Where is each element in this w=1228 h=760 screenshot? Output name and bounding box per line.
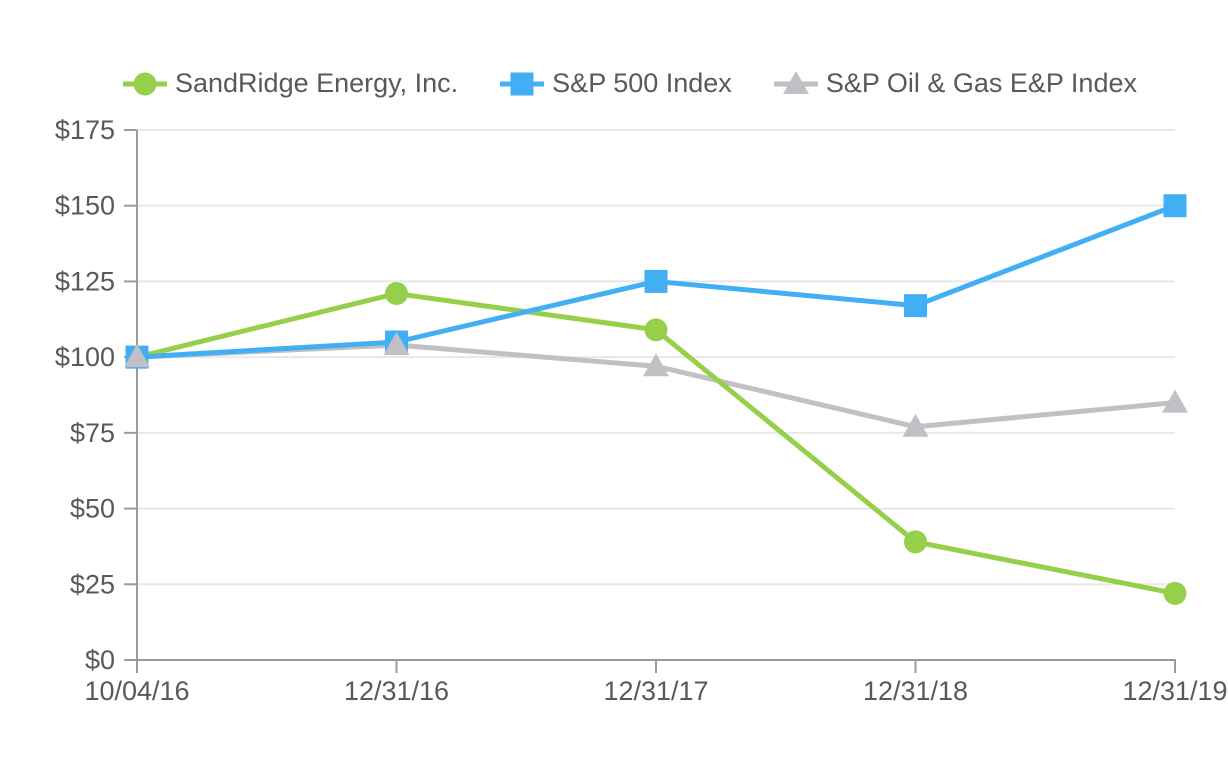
y-tick-labels: $0 $25 $50 $75 $100 $125 $150 $175 <box>55 115 137 675</box>
circle-marker <box>904 530 927 554</box>
square-marker <box>1163 194 1187 218</box>
circle-marker <box>644 318 668 342</box>
y-tick-label: $150 <box>55 191 115 221</box>
circle-marker <box>1163 581 1187 605</box>
triangle-marker <box>902 413 929 437</box>
triangle-marker <box>1162 389 1188 413</box>
y-tick-label: $0 <box>85 645 115 675</box>
series-markers-sandridge-energy-inc <box>125 282 1187 605</box>
x-tick-label: 12/31/19 <box>1122 676 1227 706</box>
x-tick-label: 12/31/16 <box>344 676 449 706</box>
legend-item-sandridge: SandRidge Energy, Inc. <box>122 68 459 99</box>
legend-label-sp500: S&P 500 Index <box>552 68 732 99</box>
chart-legend: SandRidge Energy, Inc. S&P 500 Index S&P… <box>122 62 1137 106</box>
triangle-marker <box>643 353 669 377</box>
y-tick-label: $50 <box>70 494 115 524</box>
circle-glyph <box>133 72 157 96</box>
y-tick-label: $75 <box>70 418 115 448</box>
x-tick-label: 12/31/17 <box>603 676 708 706</box>
y-tick-label: $100 <box>55 342 115 372</box>
x-tick-label: 10/04/16 <box>84 676 189 706</box>
axes <box>124 130 1176 661</box>
y-tick-label: $125 <box>55 266 115 296</box>
legend-label-sandridge: SandRidge Energy, Inc. <box>175 68 459 99</box>
y-tick-label: $25 <box>70 569 115 599</box>
x-tick-labels: 10/04/16 12/31/16 12/31/17 12/31/18 12/31/19 <box>84 660 1228 706</box>
circle-marker <box>385 282 408 306</box>
triangle-marker <box>383 332 410 356</box>
square-marker <box>904 294 927 318</box>
x-tick-label: 12/31/18 <box>863 676 968 706</box>
legend-label-oilgas: S&P Oil & Gas E&P Index <box>825 68 1137 99</box>
legend-item-sp500: S&P 500 Index <box>499 68 732 99</box>
series-markers-s-p-oil-gas-e-p-index <box>124 332 1188 437</box>
triangle-marker-icon <box>773 71 818 94</box>
square-marker-icon <box>500 72 545 96</box>
legend-item-oilgas: S&P Oil & Gas E&P Index <box>773 68 1137 99</box>
y-tick-label: $175 <box>55 115 115 145</box>
square-glyph <box>510 72 534 96</box>
square-marker <box>644 269 668 293</box>
triangle-glyph <box>782 71 809 94</box>
circle-marker-icon <box>123 72 167 96</box>
triangle-marker <box>124 344 150 368</box>
